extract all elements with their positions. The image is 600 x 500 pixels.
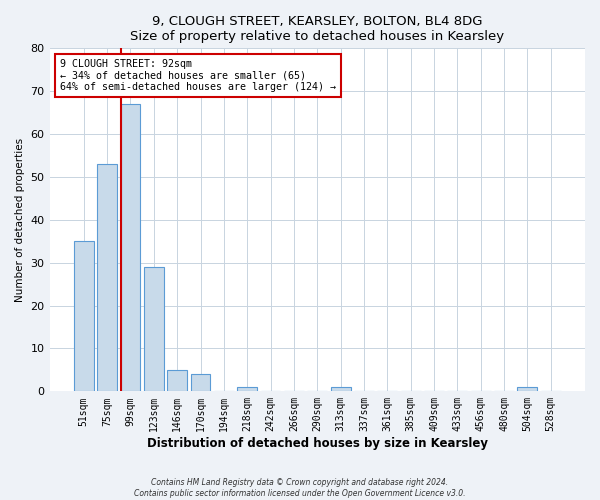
Bar [121, 104, 140, 392]
Bar [97, 164, 117, 392]
Bar [144, 267, 164, 392]
Title: 9, CLOUGH STREET, KEARSLEY, BOLTON, BL4 8DG
Size of property relative to detache: 9, CLOUGH STREET, KEARSLEY, BOLTON, BL4 … [130, 15, 505, 43]
Bar [331, 387, 350, 392]
Bar [191, 374, 211, 392]
Bar [167, 370, 187, 392]
Bar [517, 387, 538, 392]
Bar [74, 242, 94, 392]
Text: Contains HM Land Registry data © Crown copyright and database right 2024.
Contai: Contains HM Land Registry data © Crown c… [134, 478, 466, 498]
Bar [238, 387, 257, 392]
X-axis label: Distribution of detached houses by size in Kearsley: Distribution of detached houses by size … [147, 437, 488, 450]
Y-axis label: Number of detached properties: Number of detached properties [15, 138, 25, 302]
Text: 9 CLOUGH STREET: 92sqm
← 34% of detached houses are smaller (65)
64% of semi-det: 9 CLOUGH STREET: 92sqm ← 34% of detached… [60, 58, 336, 92]
